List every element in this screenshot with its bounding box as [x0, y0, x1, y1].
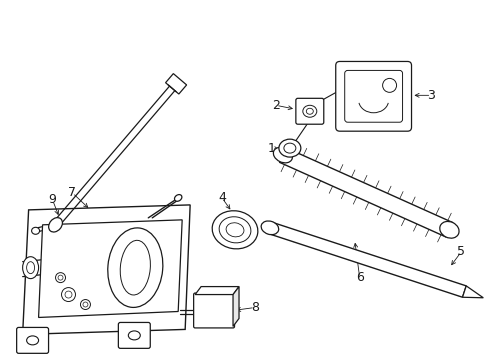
- FancyBboxPatch shape: [118, 323, 150, 348]
- FancyBboxPatch shape: [295, 98, 323, 124]
- Text: 6: 6: [355, 271, 363, 284]
- Ellipse shape: [48, 218, 62, 232]
- Ellipse shape: [225, 223, 244, 237]
- Ellipse shape: [284, 143, 295, 153]
- FancyBboxPatch shape: [335, 62, 411, 131]
- FancyBboxPatch shape: [344, 71, 402, 122]
- Ellipse shape: [261, 221, 278, 235]
- Circle shape: [56, 273, 65, 283]
- Ellipse shape: [120, 240, 150, 295]
- Text: 2: 2: [271, 99, 279, 112]
- FancyBboxPatch shape: [17, 328, 48, 353]
- Polygon shape: [267, 222, 465, 297]
- Circle shape: [65, 291, 72, 298]
- Text: 9: 9: [48, 193, 57, 206]
- Ellipse shape: [32, 227, 40, 234]
- Ellipse shape: [305, 108, 313, 114]
- Ellipse shape: [128, 331, 140, 340]
- Ellipse shape: [273, 147, 292, 163]
- Circle shape: [58, 275, 63, 280]
- Circle shape: [382, 78, 396, 92]
- Text: 8: 8: [250, 301, 259, 314]
- Text: 7: 7: [68, 186, 76, 199]
- Ellipse shape: [302, 105, 316, 117]
- Circle shape: [81, 300, 90, 310]
- Text: 3: 3: [427, 89, 434, 102]
- Polygon shape: [233, 287, 239, 327]
- Ellipse shape: [26, 262, 35, 274]
- Ellipse shape: [278, 139, 300, 157]
- Circle shape: [61, 288, 75, 302]
- Ellipse shape: [439, 221, 458, 238]
- Ellipse shape: [22, 257, 39, 279]
- Polygon shape: [165, 73, 186, 94]
- Ellipse shape: [219, 217, 250, 243]
- Ellipse shape: [107, 228, 163, 307]
- Ellipse shape: [212, 211, 257, 249]
- Polygon shape: [462, 286, 482, 298]
- Ellipse shape: [174, 195, 182, 201]
- Polygon shape: [195, 287, 239, 294]
- Polygon shape: [279, 148, 452, 237]
- Text: 5: 5: [456, 245, 465, 258]
- Polygon shape: [39, 220, 182, 318]
- Text: 4: 4: [218, 192, 225, 204]
- Text: 1: 1: [267, 141, 275, 155]
- Circle shape: [83, 302, 88, 307]
- Ellipse shape: [26, 336, 39, 345]
- FancyBboxPatch shape: [193, 293, 234, 328]
